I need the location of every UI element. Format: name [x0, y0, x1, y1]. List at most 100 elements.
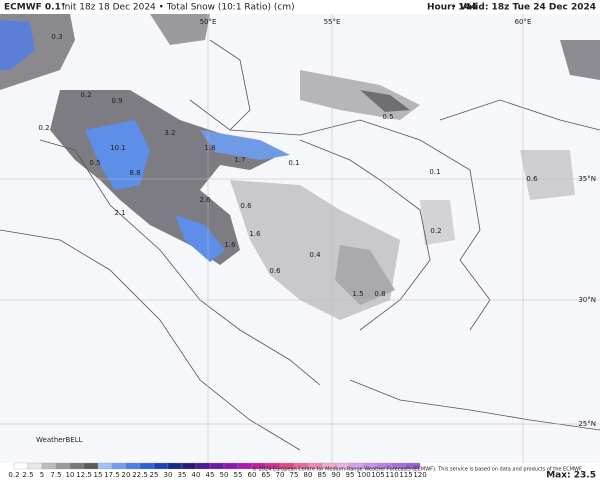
snow-label: 0.9: [111, 97, 122, 105]
snow-label: 0.6: [526, 175, 538, 183]
snow-label: 0.4: [309, 251, 321, 259]
grid-label: 30°N: [578, 296, 596, 304]
colorbar-tick: 2.5: [22, 471, 33, 479]
colorbar-swatch: [13, 462, 29, 470]
colorbar-tick: 70: [276, 471, 285, 479]
snow-label: 2.6: [199, 196, 211, 204]
snow-area: [335, 245, 395, 305]
snow-label: 8.8: [129, 169, 140, 177]
colorbar-swatch: [69, 462, 85, 470]
snow-label: 0.1: [288, 159, 299, 167]
snow-labels: 0.3 0.2 0.9 0.2 3.2 10.1 0.5 8.8 1.8 1.7 0.1 0.5 0.1…: [38, 33, 538, 298]
colorbar-tick: 30: [164, 471, 173, 479]
snow-label: 2.1: [114, 209, 125, 217]
colorbar-tick: 90: [332, 471, 341, 479]
snow-area: [560, 40, 600, 80]
colorbar-tick: 105: [371, 471, 384, 479]
colorbar-tick: 80: [304, 471, 313, 479]
border: [349, 379, 600, 431]
border: [439, 99, 600, 131]
colorbar-swatch: [237, 462, 253, 470]
snow-label: 1.6: [249, 230, 261, 238]
graticule: [0, 14, 600, 463]
colorbar-swatch: [139, 462, 155, 470]
snow-area: [85, 120, 150, 190]
colorbar-swatch: [405, 462, 421, 470]
max-value: Max: 23.5: [546, 471, 596, 481]
colorbar-swatch: [223, 462, 239, 470]
snow-label: 0.6: [269, 267, 281, 275]
borders: [0, 39, 600, 451]
colorbar-tick: 50: [220, 471, 229, 479]
snow-area: [520, 150, 575, 200]
snow-label: 1.8: [204, 144, 215, 152]
colorbar-swatch: [55, 462, 71, 470]
snow-area: [200, 130, 290, 160]
snow-label: 0.1: [429, 168, 440, 176]
snow-label: 0.2: [80, 91, 91, 99]
colorbar-tick: 115: [399, 471, 412, 479]
colorbar: 0.2 2.5 5 7.5 10 12.5 15 17.5 20 22.5 25 30 35 40 45 50…: [8, 462, 427, 479]
border: [39, 139, 321, 386]
colorbar-tick: 60: [248, 471, 257, 479]
colorbar-tick: 65: [262, 471, 271, 479]
colorbar-tick: 5: [40, 471, 44, 479]
copyright: © 2024 European Centre for Medium-Range …: [252, 466, 583, 473]
snow-label: 0.8: [374, 290, 385, 298]
colorbar-tick: 20: [122, 471, 131, 479]
colorbar-tick: 7.5: [50, 471, 61, 479]
colorbar-tick: 95: [346, 471, 355, 479]
colorbar-tick: 17.5: [104, 471, 120, 479]
snow-label: 0.2: [430, 227, 441, 235]
snow-area: [420, 200, 455, 245]
colorbar-tick: 35: [178, 471, 187, 479]
colorbar-swatch: [97, 462, 113, 470]
snow-label: 1.7: [234, 156, 245, 164]
colorbar-tick: 15: [94, 471, 103, 479]
colorbar-tick: 0.2: [8, 471, 19, 479]
snow-shading: [0, 14, 600, 320]
colorbar-tick: 40: [192, 471, 201, 479]
colorbar-swatch: [209, 462, 225, 470]
colorbar-swatch: [83, 462, 99, 470]
colorbar-tick: 12.5: [76, 471, 92, 479]
colorbar-tick: 100: [357, 471, 370, 479]
border: [0, 229, 301, 451]
grid-label: 25°N: [578, 420, 596, 428]
colorbar-swatch: [153, 462, 169, 470]
snow-label: 10.1: [110, 144, 126, 152]
colorbar-tick: 85: [318, 471, 327, 479]
colorbar-tick: 22.5: [132, 471, 148, 479]
colorbar-tick: 120: [413, 471, 426, 479]
colorbar-swatch: [41, 462, 57, 470]
snow-label: 3.2: [164, 129, 175, 137]
snow-area: [150, 14, 210, 45]
colorbar-tick: 10: [66, 471, 75, 479]
colorbar-swatch: [181, 462, 197, 470]
snow-label: 0.5: [89, 159, 100, 167]
snow-label: 0.2: [38, 124, 49, 132]
snow-label: 1.6: [224, 241, 236, 249]
logo: WeatherBELL: [36, 436, 83, 444]
border: [189, 99, 491, 331]
colorbar-tick: 25: [150, 471, 159, 479]
model-name: ECMWF 0.1°: [4, 3, 65, 13]
grid-label: 50°E: [200, 18, 217, 26]
colorbar-tick: 55: [234, 471, 243, 479]
colorbar-swatch: [125, 462, 141, 470]
colorbar-swatch: [195, 462, 211, 470]
snow-area: [0, 20, 35, 70]
snow-label: 1.5: [352, 290, 363, 298]
grid-label: 35°N: [578, 175, 596, 183]
valid: • Valid: 18z Tue 24 Dec 2024: [451, 3, 596, 13]
grid-labels: 50°E 55°E 60°E 35°N 30°N 25°N: [200, 18, 596, 428]
snow-label: 0.5: [382, 113, 393, 121]
snow-label: 0.3: [51, 33, 62, 41]
hour: Hour: 144: [427, 3, 477, 13]
grid-label: 55°E: [324, 18, 341, 26]
colorbar-tick: 45: [206, 471, 215, 479]
colorbar-swatch: [27, 462, 43, 470]
colorbar-swatch: [167, 462, 183, 470]
snow-area: [175, 215, 225, 262]
